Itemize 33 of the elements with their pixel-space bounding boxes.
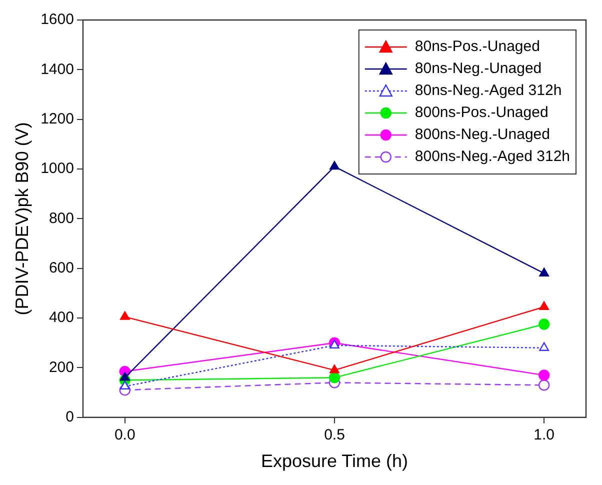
y-axis-title: (PDIV-PDEV)pk B90 (V) [12,122,32,316]
point [539,301,550,310]
legend-label: 80ns-Neg.-Aged 312h [414,82,562,100]
y-tick-label: 400 [48,309,74,326]
point [120,311,130,320]
legend-label: 80ns-Neg.-Unaged [414,60,542,78]
point [538,370,550,381]
point [538,318,550,330]
y-tick-label: 1400 [40,60,74,78]
legend-label: 800ns-Neg.-Aged 312h [414,148,570,166]
x-axis-title: Exposure Time (h) [260,451,408,472]
y-tick-label: 200 [48,358,74,376]
x-tick-label: 0.0 [114,426,136,444]
point [330,160,340,170]
y-tick-label: 1000 [40,160,74,178]
legend-label: 800ns-Pos.-Unaged [414,104,548,122]
point [538,380,550,391]
legend-label: 800ns-Neg.-Unaged [414,126,550,144]
point [539,342,550,351]
point [539,268,550,276]
legend-label: 80ns-Pos.-Unaged [414,38,540,56]
point [330,340,340,348]
point [120,380,130,390]
y-tick-label: 0 [66,408,74,426]
x-tick-label: 1.0 [534,426,555,444]
y-tick-label: 1600 [40,11,74,28]
x-tick-label: 0.5 [324,426,345,444]
point [328,372,340,384]
y-tick-label: 1200 [40,110,74,128]
y-tick-label: 600 [48,260,74,277]
y-tick-label: 800 [48,210,74,227]
point [120,372,130,381]
point [330,364,340,374]
